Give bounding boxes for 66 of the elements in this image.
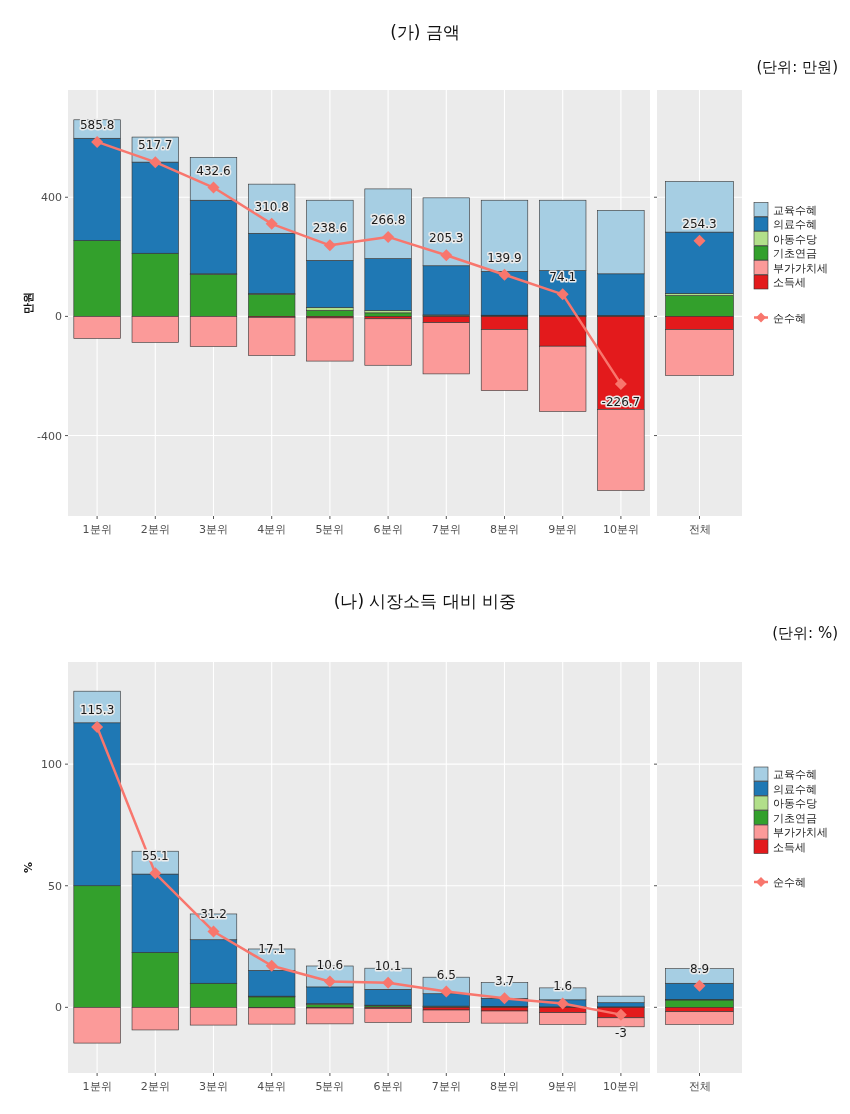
legend-label: 순수혜 (773, 311, 806, 325)
x-tick-label: 10분위 (602, 523, 639, 536)
x-tick-label: 1분위 (82, 1080, 112, 1093)
legend-label: 부가가치세 (773, 826, 828, 839)
text: (단위: %) (772, 624, 838, 642)
data-label: 17.1 (258, 941, 286, 956)
x-tick-label: 3분위 (199, 1080, 228, 1093)
data-label: 310.8 (254, 199, 289, 214)
data-label: 8.9 (689, 961, 710, 976)
data-label: 115.3 (79, 702, 115, 717)
data-label: 1.6 (553, 979, 573, 994)
y-tick-label: 400 (41, 191, 62, 205)
x-tick-label: 9분위 (548, 1080, 578, 1093)
x-tick-label: 8분위 (490, 1080, 519, 1093)
y-tick-label: 0 (55, 310, 62, 324)
legend-label: 의료수혜 (773, 218, 817, 231)
y-tick-label: -400 (37, 429, 62, 443)
legend-label: 소득세 (773, 276, 806, 289)
legend-label: 기초연금 (773, 811, 817, 825)
data-label: 10.6 (316, 957, 344, 972)
chart-title: (나) 시장소득 대비 비중 (333, 591, 517, 611)
x-tick-label: 9분위 (548, 523, 578, 536)
x-tick-label: 1분위 (82, 523, 112, 536)
data-label: 74.1 (549, 270, 577, 285)
y-tick-label: 0 (55, 1001, 62, 1015)
legend-label: 소득세 (773, 840, 806, 854)
data-label: 31.2 (200, 907, 227, 922)
data-label: 139.9 (487, 250, 522, 265)
x-tick-label: 5분위 (315, 523, 345, 536)
legend-label: 교육수혜 (773, 768, 817, 781)
legend-label: 아동수당 (773, 232, 817, 246)
x-tick-label: 8분위 (490, 523, 519, 536)
data-label: 254.3 (682, 216, 717, 231)
data-label: 585.8 (79, 117, 115, 132)
x-tick-label: 2분위 (140, 523, 170, 536)
legend-label: 부가가치세 (773, 261, 828, 275)
data-label: 238.6 (312, 221, 348, 236)
y-tick-label: 100 (41, 758, 62, 772)
text: (단위: 만원) (756, 58, 838, 76)
x-tick-label: 10분위 (602, 1080, 639, 1093)
x-tick-label: 전체 (688, 523, 711, 536)
legend-label: 기초연금 (773, 247, 817, 260)
x-tick-label: 5분위 (315, 1080, 345, 1093)
x-tick-label: 3분위 (199, 523, 228, 536)
data-label: 205.3 (429, 231, 464, 246)
x-tick-label: 전체 (688, 1080, 711, 1093)
x-tick-label: 2분위 (140, 1080, 170, 1093)
data-label: 432.6 (196, 163, 231, 178)
legend-label: 교육수혜 (773, 203, 817, 217)
data-label: -226.7 (601, 394, 641, 409)
legend-label: 의료수혜 (773, 782, 817, 796)
legend-label: 순수혜 (773, 876, 806, 889)
data-label: 266.8 (370, 212, 406, 227)
legend-label: 아동수당 (773, 797, 817, 810)
chart-title: (가) 금액 (390, 22, 460, 42)
x-tick-label: 6분위 (373, 523, 403, 536)
x-tick-label: 7분위 (431, 1080, 461, 1093)
x-tick-label: 4분위 (257, 523, 287, 536)
y-axis-title: 만원 (22, 292, 35, 314)
data-label: -3 (614, 1025, 627, 1040)
x-tick-label: 7분위 (431, 523, 461, 536)
x-tick-label: 6분위 (373, 1080, 403, 1093)
y-tick-label: 50 (48, 879, 62, 893)
data-label: 517.7 (138, 138, 173, 153)
x-tick-label: 4분위 (257, 1080, 287, 1093)
y-axis-title: % (22, 861, 35, 874)
